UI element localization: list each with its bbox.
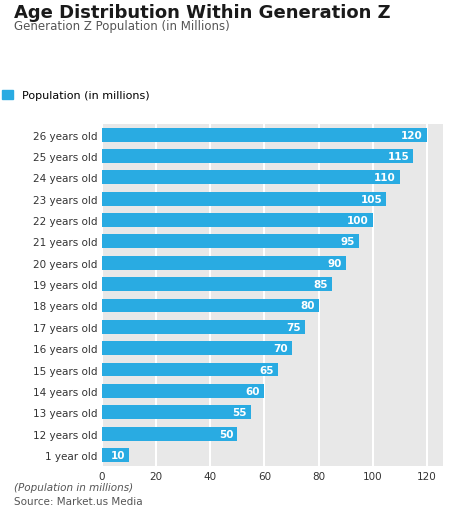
Bar: [102, 128, 427, 143]
Bar: [102, 363, 278, 377]
Bar: [102, 384, 264, 398]
Text: 95: 95: [341, 237, 355, 247]
Text: Source: Market.us Media: Source: Market.us Media: [14, 496, 143, 506]
Bar: [102, 427, 237, 441]
Text: 110: 110: [374, 173, 396, 183]
Text: 50: 50: [219, 429, 233, 439]
Text: Age Distribution Within Generation Z: Age Distribution Within Generation Z: [14, 4, 391, 22]
Bar: [102, 171, 400, 185]
Text: 70: 70: [273, 344, 287, 353]
Text: 65: 65: [259, 365, 274, 375]
Text: Generation Z Population (in Millions): Generation Z Population (in Millions): [14, 20, 230, 33]
Bar: [102, 214, 373, 228]
Bar: [102, 277, 332, 292]
Bar: [102, 192, 386, 206]
Text: 120: 120: [401, 130, 423, 140]
Bar: [102, 320, 305, 334]
Text: 90: 90: [327, 258, 342, 268]
Text: 80: 80: [300, 301, 315, 311]
Text: 75: 75: [286, 322, 301, 332]
Text: 10: 10: [110, 450, 125, 460]
Legend: Population (in millions): Population (in millions): [2, 91, 150, 101]
Text: (Population in millions): (Population in millions): [14, 483, 133, 493]
Bar: [102, 406, 251, 419]
Text: 60: 60: [246, 386, 260, 396]
Bar: [102, 257, 346, 270]
Bar: [102, 235, 359, 249]
Text: 105: 105: [361, 194, 382, 204]
Text: 55: 55: [232, 408, 247, 417]
Text: 115: 115: [388, 152, 410, 162]
Bar: [102, 299, 319, 313]
Text: 85: 85: [314, 279, 328, 290]
Bar: [102, 448, 129, 462]
Bar: [102, 342, 292, 355]
Text: 100: 100: [347, 216, 369, 225]
Bar: [102, 150, 413, 163]
